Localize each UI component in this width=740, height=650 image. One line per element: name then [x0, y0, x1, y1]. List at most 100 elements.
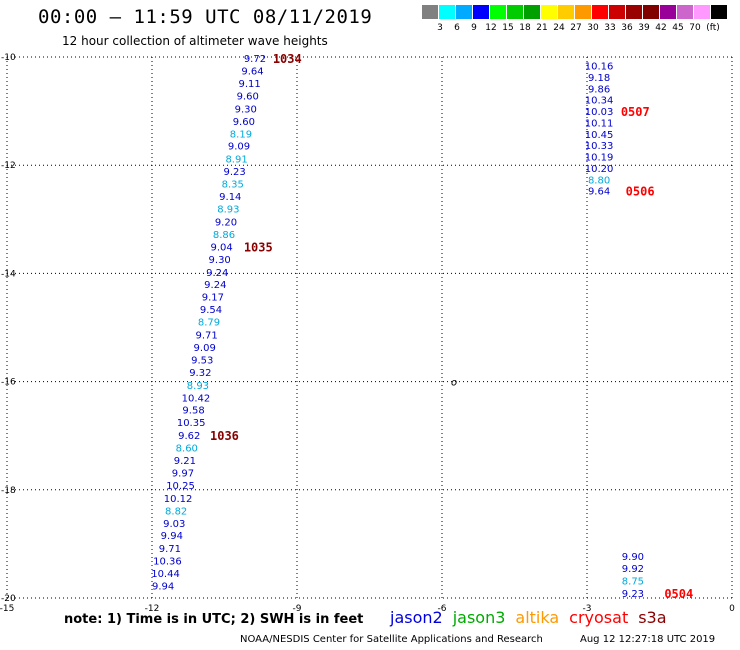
satellite-name-cryosat: cryosat	[569, 608, 629, 627]
wave-height-value: 9.71	[159, 544, 181, 555]
satellite-name-jason2: jason2	[390, 608, 443, 627]
page-subtitle: 12 hour collection of altimeter wave hei…	[62, 34, 328, 48]
wave-height-value: 9.60	[237, 91, 259, 102]
wave-height-value: 9.09	[228, 142, 250, 153]
y-tick-label: -16	[1, 378, 16, 388]
x-tick-label: -12	[145, 604, 160, 614]
legend-swatch	[694, 5, 710, 19]
wave-height-value: 10.25	[166, 481, 195, 492]
island-marker: o	[451, 378, 457, 389]
wave-height-value: 8.93	[217, 204, 239, 215]
legend-label: 30	[587, 23, 599, 33]
wave-height-value: 9.94	[161, 531, 183, 542]
legend-label: 24	[553, 23, 565, 33]
y-tick-label: -20	[1, 594, 16, 604]
legend-label: 12	[485, 23, 497, 33]
legend-label: 33	[604, 23, 616, 33]
wave-height-value: 10.35	[177, 418, 206, 429]
wave-height-value: 10.34	[585, 96, 614, 107]
y-tick-label: -18	[1, 486, 16, 496]
credit-line: NOAA/NESDIS Center for Satellite Applica…	[240, 634, 543, 645]
legend-label: 45	[672, 23, 684, 33]
orbit-number-label: 0506	[626, 185, 655, 199]
wave-height-value: 9.18	[588, 73, 610, 84]
wave-height-value: 9.32	[189, 368, 211, 379]
legend-label: 6	[454, 23, 460, 33]
wave-height-value: 9.60	[233, 117, 255, 128]
legend-label: 36	[621, 23, 633, 33]
wave-height-value: 8.91	[225, 155, 247, 166]
wave-height-value: 9.17	[202, 293, 224, 304]
legend-label: 27	[570, 23, 582, 33]
wave-height-value: 9.72	[244, 54, 266, 65]
wave-height-value: 9.03	[163, 519, 185, 530]
legend-label: 42	[655, 23, 667, 33]
wave-height-value: 8.19	[230, 129, 252, 140]
x-tick-label: 0	[729, 604, 735, 614]
wave-height-value: 10.12	[164, 494, 193, 505]
wave-height-value: 9.64	[588, 187, 610, 198]
legend-label: 18	[519, 23, 531, 33]
satellite-name-jason3: jason3	[452, 608, 506, 627]
satellite-name-s3a: s3a	[638, 608, 667, 627]
wave-height-value: 9.90	[622, 552, 644, 563]
wave-height-value: 9.71	[195, 331, 217, 342]
legend-swatch	[677, 5, 693, 19]
wave-height-value: 9.58	[182, 406, 204, 417]
legend-swatch	[456, 5, 472, 19]
wave-height-value: 9.54	[200, 305, 222, 316]
wave-height-value: 9.24	[206, 268, 228, 279]
wave-height-value: 10.36	[153, 557, 182, 568]
map-grid	[6, 56, 733, 599]
wave-height-value: 9.86	[588, 84, 610, 95]
wave-height-value: 10.42	[182, 393, 211, 404]
x-tick-label: -6	[438, 604, 447, 614]
legend-label: 70	[689, 23, 701, 33]
y-tick-label: -12	[1, 161, 16, 171]
wave-height-value: 9.24	[204, 280, 226, 291]
wave-height-value: 9.30	[209, 255, 231, 266]
legend-swatch	[711, 5, 727, 19]
legend-label: 15	[502, 23, 514, 33]
orbit-number-label: 1036	[210, 429, 239, 443]
generation-timestamp: Aug 12 12:27:18 UTC 2019	[580, 634, 716, 645]
x-tick-label: -9	[293, 604, 302, 614]
wave-height-value: 10.11	[585, 118, 614, 129]
legend-swatch	[439, 5, 455, 19]
legend-label: 39	[638, 23, 650, 33]
orbit-number-label: 0507	[621, 105, 650, 119]
wave-height-value: 9.23	[622, 589, 644, 600]
legend-unit: (ft)	[706, 23, 720, 33]
legend-swatch	[626, 5, 642, 19]
wave-height-value: 9.20	[215, 217, 237, 228]
wave-height-value: 9.30	[235, 104, 257, 115]
legend-swatch	[643, 5, 659, 19]
page-title: 00:00 – 11:59 UTC 08/11/2019	[38, 6, 373, 28]
wave-height-value: 10.19	[585, 153, 614, 164]
orbit-labels: 1034 1035 1036 0507 0506 0504 o	[210, 52, 693, 601]
legend-swatch	[490, 5, 506, 19]
wave-height-value: 9.21	[174, 456, 196, 467]
legend-label: 9	[471, 23, 477, 33]
wave-height-value: 9.53	[191, 355, 213, 366]
x-tick-label: -3	[583, 604, 592, 614]
wave-height-value: 10.20	[585, 164, 614, 175]
wave-height-value: 10.03	[585, 107, 614, 118]
y-tick-label: -10	[1, 53, 16, 63]
footer-note: note: 1) Time is in UTC; 2) SWH is in fe…	[64, 612, 364, 627]
legend-swatch	[507, 5, 523, 19]
wave-height-value: 8.75	[622, 577, 644, 588]
wave-height-value: 8.93	[187, 381, 209, 392]
orbit-number-label: 1035	[244, 240, 273, 254]
legend-swatch	[660, 5, 676, 19]
wave-height-value: 9.09	[194, 343, 216, 354]
wave-height-value: 9.11	[239, 79, 261, 90]
wave-height-value: 9.04	[210, 242, 232, 253]
legend-swatch	[609, 5, 625, 19]
wave-height-value: 9.92	[622, 564, 644, 575]
wave-height-value: 9.64	[241, 67, 263, 78]
satellite-legend: jason2 jason3 altika cryosat s3a	[390, 608, 677, 627]
legend-swatch	[473, 5, 489, 19]
